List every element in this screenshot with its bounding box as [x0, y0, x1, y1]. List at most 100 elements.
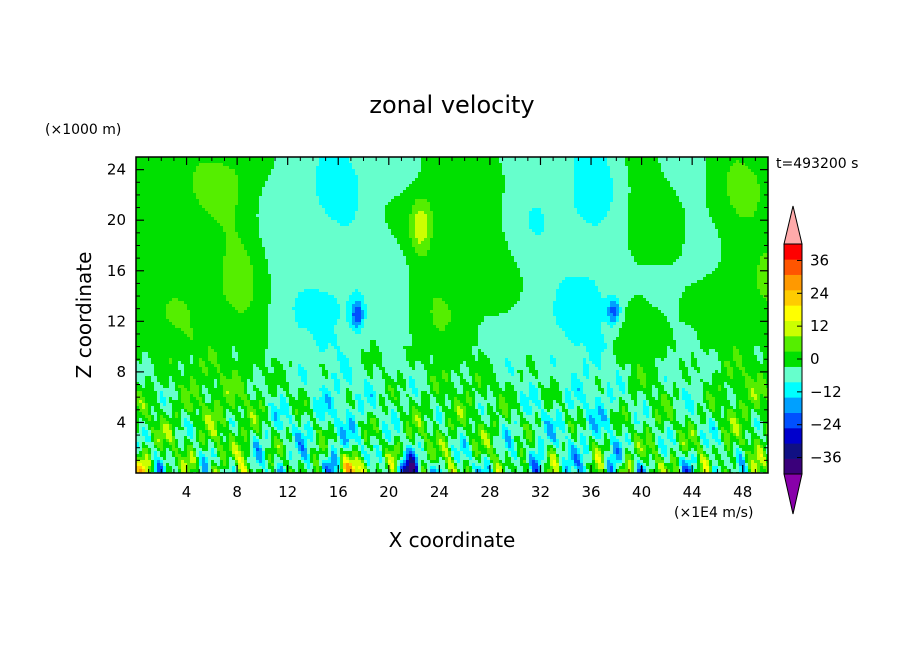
heatmap-cell [211, 337, 215, 341]
heatmap-cell [190, 235, 194, 239]
heatmap-cell [211, 352, 215, 356]
heatmap-cell [211, 217, 215, 221]
heatmap-cell [211, 223, 215, 227]
heatmap-cell [169, 394, 173, 398]
heatmap-cell [196, 415, 200, 419]
heatmap-cell [223, 457, 227, 461]
heatmap-cell [166, 307, 170, 311]
heatmap-cell [169, 157, 173, 161]
heatmap-cell [178, 391, 182, 395]
heatmap-cell [196, 208, 200, 212]
heatmap-cell [190, 340, 194, 344]
heatmap-cell [187, 199, 191, 203]
heatmap-cell [145, 229, 149, 233]
heatmap-cell [160, 400, 164, 404]
heatmap-cell [220, 469, 224, 473]
heatmap-cell [226, 346, 230, 350]
heatmap-cell [199, 313, 203, 317]
heatmap-cell [205, 193, 209, 197]
heatmap-cell [166, 400, 170, 404]
heatmap-cell [211, 256, 215, 260]
heatmap-cell [208, 358, 212, 362]
heatmap-cell [142, 301, 146, 305]
heatmap-cell [214, 238, 218, 242]
heatmap-cell [166, 415, 170, 419]
heatmap-cell [136, 238, 140, 242]
heatmap-cell [154, 217, 158, 221]
heatmap-cell [136, 157, 140, 161]
heatmap-cell [157, 367, 161, 371]
heatmap-cell [184, 211, 188, 215]
heatmap-cell [220, 451, 224, 455]
heatmap-cell [136, 265, 140, 269]
heatmap-cell [220, 193, 224, 197]
heatmap-cell [226, 379, 230, 383]
heatmap-cell [163, 457, 167, 461]
heatmap-cell [190, 256, 194, 260]
heatmap-cell [190, 331, 194, 335]
heatmap-cell [148, 379, 152, 383]
heatmap-cell [148, 220, 152, 224]
heatmap-cell [172, 202, 176, 206]
heatmap-cell [196, 388, 200, 392]
heatmap-cell [205, 271, 209, 275]
heatmap-cell [184, 184, 188, 188]
heatmap-cell [157, 412, 161, 416]
heatmap-cell [139, 460, 143, 464]
heatmap-cell [154, 214, 158, 218]
heatmap-cell [196, 343, 200, 347]
heatmap-cell [145, 421, 149, 425]
heatmap-cell [220, 256, 224, 260]
heatmap-cell [154, 427, 158, 431]
heatmap-cell [160, 430, 164, 434]
heatmap-cell [190, 157, 194, 161]
heatmap-cell [139, 451, 143, 455]
heatmap-cell [211, 226, 215, 230]
heatmap-cell [205, 397, 209, 401]
heatmap-cell [190, 292, 194, 296]
heatmap-cell [214, 298, 218, 302]
heatmap-cell [157, 181, 161, 185]
heatmap-cell [226, 415, 230, 419]
heatmap-cell [181, 202, 185, 206]
heatmap-cell [220, 373, 224, 377]
heatmap-cell [226, 364, 230, 368]
heatmap-cell [172, 253, 176, 257]
heatmap-cell [196, 361, 200, 365]
heatmap-cell [172, 178, 176, 182]
heatmap-cell [142, 187, 146, 191]
heatmap-cell [190, 307, 194, 311]
heatmap-cell [214, 397, 218, 401]
heatmap-cell [139, 328, 143, 332]
heatmap-cell [184, 367, 188, 371]
heatmap-cell [211, 268, 215, 272]
heatmap-cell [136, 400, 140, 404]
heatmap-cell [136, 253, 140, 257]
heatmap-cell [157, 328, 161, 332]
heatmap-cell [151, 451, 155, 455]
heatmap-cell [139, 424, 143, 428]
heatmap-cell [145, 280, 149, 284]
heatmap-cell [160, 388, 164, 392]
heatmap-cell [181, 208, 185, 212]
heatmap-cell [157, 403, 161, 407]
heatmap-cell [157, 331, 161, 335]
heatmap-cell [202, 235, 206, 239]
heatmap-cell [196, 286, 200, 290]
heatmap-cell [142, 340, 146, 344]
heatmap-cell [145, 397, 149, 401]
heatmap-cell [151, 358, 155, 362]
heatmap-cell [181, 313, 185, 317]
heatmap-cell [214, 232, 218, 236]
heatmap-cell [166, 265, 170, 269]
heatmap-cell [208, 331, 212, 335]
heatmap-cell [163, 244, 167, 248]
heatmap-cell [145, 187, 149, 191]
heatmap-cell [136, 340, 140, 344]
heatmap-cell [184, 313, 188, 317]
heatmap-cell [184, 247, 188, 251]
heatmap-cell [163, 391, 167, 395]
heatmap-cell [166, 211, 170, 215]
heatmap-cell [175, 349, 179, 353]
heatmap-cell [226, 307, 230, 311]
